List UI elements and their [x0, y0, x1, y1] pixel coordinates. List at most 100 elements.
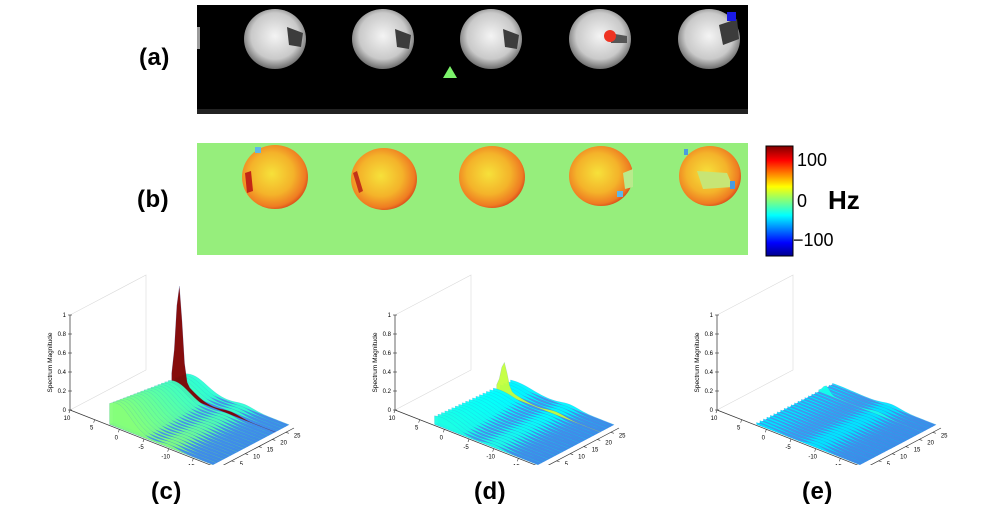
x-tick-label: -15 [186, 464, 195, 465]
surface-ribbon [164, 381, 269, 437]
triangle-marker [443, 66, 457, 78]
surface-ribbon [821, 388, 926, 431]
surface-ribbon [773, 413, 878, 457]
surface-ribbon [486, 391, 591, 438]
surface-ribbon [123, 397, 228, 458]
surface-ribbon [787, 406, 892, 449]
surface-ribbon [828, 384, 933, 428]
y-tick-label: 15 [592, 448, 599, 454]
surface-ribbon [161, 382, 266, 438]
x-tick-label: -15 [511, 464, 520, 465]
surface-ribbon [147, 388, 252, 446]
x-tick [789, 438, 792, 443]
surface-ribbon [759, 420, 864, 464]
z-tick-label: 0 [388, 408, 392, 414]
surface-ribbon [801, 398, 906, 442]
z-tick-label: 0.2 [705, 389, 714, 395]
surface-ribbon [503, 382, 608, 429]
surface-ribbon [472, 397, 577, 446]
y-tick-label: 25 [941, 433, 948, 439]
surface-ribbon [814, 391, 919, 435]
surface-ribbon [489, 389, 594, 437]
x-tick [740, 419, 742, 423]
square-marker [727, 12, 736, 21]
surface-ribbon [116, 399, 221, 462]
circle-marker [604, 30, 616, 42]
colorbar-mid-label: 0 [797, 191, 808, 211]
surface-ribbon [129, 394, 234, 455]
colorbar-min-label: −100 [793, 230, 834, 250]
map-slice-1 [242, 145, 308, 209]
y-tick-label: 10 [253, 455, 260, 461]
panel-label-d: (d) [474, 478, 507, 505]
map-slice-2 [351, 148, 417, 210]
x-tick-label: -10 [486, 455, 495, 461]
surface-ribbon [181, 374, 286, 428]
surface-ribbon [790, 404, 895, 448]
grayscale-image-strip [197, 5, 748, 114]
surface-ribbon [506, 381, 611, 428]
z-tick-label: 0.6 [383, 351, 392, 357]
surface-ribbon [140, 390, 245, 449]
x-tick-label: 10 [711, 416, 718, 422]
spectrum-surface [434, 361, 615, 465]
y-tick [932, 432, 936, 434]
x-tick [814, 448, 816, 452]
z-tick-label: 0.2 [383, 389, 392, 395]
surface-ribbon [766, 416, 871, 460]
spectrum-surface [756, 382, 937, 465]
slice-2 [352, 9, 414, 69]
surface-ribbon [804, 397, 909, 440]
surface-ribbon [808, 395, 913, 438]
y-tick-label: 15 [267, 448, 274, 454]
surface-ribbon [448, 409, 553, 458]
y-tick [285, 432, 289, 434]
surface-ribbon [434, 415, 539, 465]
colorbar-unit-label: Hz [828, 185, 860, 215]
y-tick-label: 20 [927, 440, 934, 446]
surface-ribbon [492, 387, 597, 435]
left-wall [69, 274, 147, 411]
y-axis [869, 427, 942, 465]
surface-ribbon [496, 361, 601, 433]
y-tick [919, 439, 923, 441]
y-tick-label: 10 [900, 455, 907, 461]
y-tick [258, 446, 262, 448]
x-tick [443, 429, 445, 433]
y-tick-label: 5 [240, 462, 244, 465]
z-tick-label: 1 [63, 313, 67, 319]
x-tick-label: 0 [115, 435, 119, 441]
y-tick [905, 446, 909, 448]
spectrum-plot-e: 00.20.40.60.811050-5-10-15-200510152025C… [694, 274, 948, 465]
x-tick [192, 458, 194, 462]
z-tick-label: 0.8 [705, 332, 714, 338]
panel-label-a: (a) [139, 44, 170, 71]
x-tick [68, 409, 71, 414]
surface-ribbon [458, 404, 563, 453]
surface-ribbon [482, 392, 587, 440]
x-tick-label: -5 [785, 445, 791, 451]
spectrum-surface [109, 285, 290, 465]
surface-ribbon [136, 391, 241, 451]
z-tick-label: 0.8 [58, 332, 67, 338]
y-tick-label: 25 [294, 433, 301, 439]
y-tick-label: 5 [565, 462, 569, 465]
x-tick [492, 448, 494, 452]
z-tick-label: 0 [710, 408, 714, 414]
y-tick [878, 460, 882, 463]
x-tick-label: -15 [833, 464, 842, 465]
surface-ribbon [150, 386, 255, 444]
x-tick [418, 419, 420, 423]
surface-ribbon [468, 399, 573, 448]
z-tick-label: 0.4 [58, 370, 67, 376]
surface-ribbon [763, 418, 868, 462]
y-tick-label: 5 [887, 462, 891, 465]
y-axis [222, 427, 295, 465]
slice-5 [678, 9, 740, 69]
surface-ribbon [157, 384, 262, 440]
slice-1 [244, 9, 306, 69]
y-tick [570, 453, 574, 455]
map-slice-3 [459, 146, 525, 208]
z-tick-label: 0.6 [705, 351, 714, 357]
